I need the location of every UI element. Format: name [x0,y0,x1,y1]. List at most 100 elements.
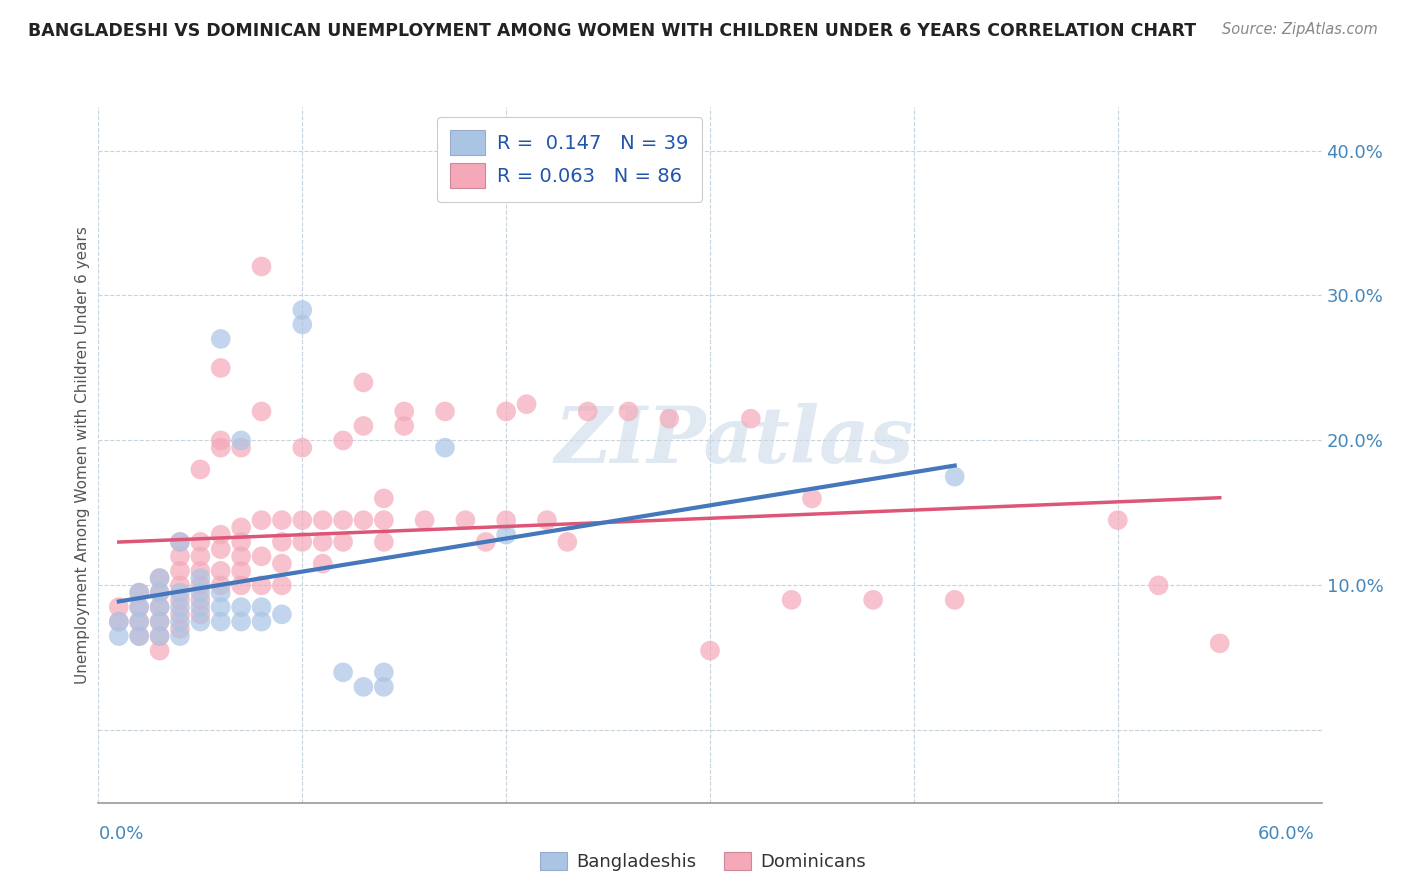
Point [231,600,253,615]
Point [169,564,191,578]
Point [149,571,172,585]
Point [862,592,884,607]
Point [250,513,273,527]
Point [209,361,232,376]
Point [209,585,232,599]
Point [516,397,538,411]
Point [108,615,131,629]
Point [169,607,191,622]
Point [108,615,131,629]
Point [209,434,232,448]
Point [128,585,150,599]
Point [270,578,294,592]
Point [231,564,253,578]
Point [495,527,517,541]
Point [149,615,172,629]
Point [270,607,294,622]
Point [392,404,416,418]
Point [128,629,150,643]
Point [108,600,131,615]
Point [474,534,498,549]
Point [169,615,191,629]
Point [740,411,762,425]
Point [495,513,517,527]
Legend: R =  0.147   N = 39, R = 0.063   N = 86: R = 0.147 N = 39, R = 0.063 N = 86 [437,117,702,202]
Text: 0.0%: 0.0% [98,825,143,843]
Point [495,404,517,418]
Text: ZIPatlas: ZIPatlas [555,403,914,479]
Point [128,600,150,615]
Point [291,318,314,332]
Point [352,376,374,390]
Point [209,441,232,455]
Point [270,534,294,549]
Point [1209,636,1232,650]
Point [169,629,191,643]
Point [352,680,374,694]
Point [250,615,273,629]
Point [209,564,232,578]
Y-axis label: Unemployment Among Women with Children Under 6 years: Unemployment Among Women with Children U… [75,226,90,684]
Point [250,549,273,564]
Point [231,615,253,629]
Point [576,404,599,418]
Point [270,557,294,571]
Point [169,600,191,615]
Point [250,600,273,615]
Text: BANGLADESHI VS DOMINICAN UNEMPLOYMENT AMONG WOMEN WITH CHILDREN UNDER 6 YEARS CO: BANGLADESHI VS DOMINICAN UNEMPLOYMENT AM… [28,22,1197,40]
Point [373,513,395,527]
Point [1107,513,1129,527]
Point [332,434,354,448]
Point [352,513,374,527]
Point [169,585,191,599]
Point [188,585,212,599]
Point [128,615,150,629]
Point [352,419,374,434]
Point [373,491,395,506]
Point [373,680,395,694]
Point [149,600,172,615]
Point [250,260,273,274]
Point [169,534,191,549]
Point [209,527,232,541]
Point [188,549,212,564]
Point [149,615,172,629]
Point [169,578,191,592]
Point [128,600,150,615]
Point [312,534,335,549]
Point [250,578,273,592]
Point [188,462,212,476]
Point [188,600,212,615]
Point [149,585,172,599]
Point [943,592,966,607]
Point [231,434,253,448]
Point [231,549,253,564]
Point [270,513,294,527]
Point [188,534,212,549]
Point [169,592,191,607]
Legend: Bangladeshis, Dominicans: Bangladeshis, Dominicans [533,845,873,879]
Point [780,592,803,607]
Point [312,557,335,571]
Point [209,332,232,346]
Point [188,571,212,585]
Point [149,600,172,615]
Point [557,534,579,549]
Point [209,615,232,629]
Point [373,534,395,549]
Point [617,404,640,418]
Point [149,629,172,643]
Point [149,571,172,585]
Point [128,585,150,599]
Point [250,404,273,418]
Point [373,665,395,680]
Point [291,303,314,318]
Point [169,622,191,636]
Point [169,549,191,564]
Point [392,419,416,434]
Point [413,513,436,527]
Point [231,578,253,592]
Point [169,534,191,549]
Point [128,615,150,629]
Point [188,564,212,578]
